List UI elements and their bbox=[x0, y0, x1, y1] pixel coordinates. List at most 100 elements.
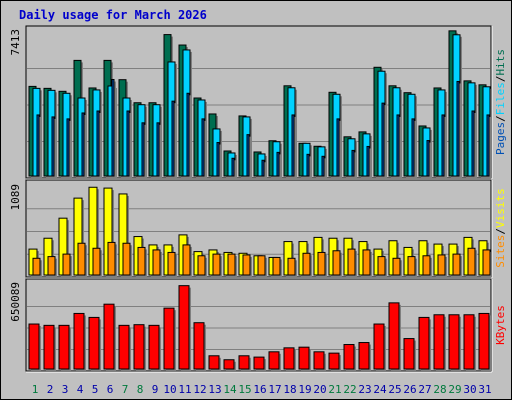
sites-bar bbox=[242, 254, 251, 276]
legend-separator: / bbox=[494, 115, 507, 122]
visits-sites-panel: 1089 bbox=[9, 179, 493, 279]
pages-bar-shadow bbox=[309, 156, 311, 178]
chart-title: Daily usage for March 2026 bbox=[19, 8, 207, 22]
day-label: 2 bbox=[47, 383, 54, 396]
day-label: 13 bbox=[208, 383, 221, 396]
pages-bar-shadow bbox=[249, 136, 251, 178]
day-label: 29 bbox=[448, 383, 461, 396]
pages-bar-shadow bbox=[369, 148, 371, 178]
sites-bar bbox=[122, 242, 131, 276]
sites-bar bbox=[227, 253, 236, 276]
kbytes-bar bbox=[313, 351, 325, 370]
day-label: 6 bbox=[107, 383, 114, 396]
kbytes-bar bbox=[418, 316, 430, 370]
sites-bar bbox=[287, 257, 296, 276]
sites-bar bbox=[302, 252, 311, 276]
day-label: 31 bbox=[478, 383, 491, 396]
pages-bar-shadow bbox=[474, 113, 476, 178]
pages-bar bbox=[51, 116, 55, 177]
sites-bar bbox=[212, 253, 221, 276]
pages-bar bbox=[351, 149, 355, 177]
kbytes-bar bbox=[238, 355, 250, 370]
kbytes-ymax-label: 650089 bbox=[9, 282, 22, 322]
sites-bar bbox=[272, 256, 281, 276]
pages-bar bbox=[486, 114, 490, 177]
pages-bar-shadow bbox=[339, 120, 341, 178]
sites-bar bbox=[77, 242, 86, 276]
pages-bar bbox=[291, 114, 295, 177]
kbytes-bar bbox=[103, 303, 115, 370]
pages-bar-shadow bbox=[219, 144, 221, 178]
pages-bar bbox=[261, 159, 265, 177]
kbytes-bar bbox=[343, 344, 355, 370]
pages-bar-shadow bbox=[39, 116, 41, 178]
sites-bar bbox=[317, 251, 326, 276]
day-label: 21 bbox=[328, 383, 341, 396]
day-label: 15 bbox=[238, 383, 251, 396]
kbytes-legend: KBytes bbox=[494, 305, 507, 345]
kbytes-panel: 650089 bbox=[9, 278, 493, 373]
pages-bar-shadow bbox=[279, 154, 281, 178]
pages-bar bbox=[171, 100, 175, 177]
day-label: 1 bbox=[32, 383, 39, 396]
pages-bar-shadow bbox=[129, 113, 131, 178]
day-label: 8 bbox=[137, 383, 144, 396]
pages-bar-shadow bbox=[84, 114, 86, 178]
pages-bar bbox=[111, 78, 115, 177]
pages-bar bbox=[81, 112, 85, 177]
hits-files-pages-legend: Pages/Files/Hits bbox=[494, 49, 507, 155]
legend-visits: Visits bbox=[494, 188, 507, 228]
pages-bar-shadow bbox=[54, 118, 56, 178]
pages-bar bbox=[366, 145, 370, 177]
day-label: 16 bbox=[253, 383, 266, 396]
day-label: 24 bbox=[373, 383, 387, 396]
kbytes-bar bbox=[433, 314, 445, 370]
pages-bar bbox=[186, 92, 190, 177]
pages-bar-shadow bbox=[354, 152, 356, 178]
kbytes-bar bbox=[358, 342, 370, 370]
kbytes-bar bbox=[253, 356, 265, 370]
pages-bar-shadow bbox=[324, 158, 326, 178]
day-label: 23 bbox=[358, 383, 371, 396]
pages-bar bbox=[231, 157, 235, 177]
kbytes-bar bbox=[88, 316, 100, 370]
legend-sites: Sites bbox=[494, 235, 507, 268]
legend-hits: Hits bbox=[494, 49, 507, 76]
day-label: 28 bbox=[433, 383, 446, 396]
kbytes-bar bbox=[58, 324, 70, 370]
day-label: 11 bbox=[178, 383, 191, 396]
kbytes-bar bbox=[43, 324, 55, 370]
kbytes-bar bbox=[133, 324, 145, 370]
kbytes-bar bbox=[28, 323, 40, 370]
visits-sites-ymax-label: 1089 bbox=[9, 184, 22, 211]
pages-bar-shadow bbox=[234, 160, 236, 178]
pages-bar-shadow bbox=[414, 120, 416, 178]
hits-files-pages-ymax-label: 7413 bbox=[9, 29, 22, 56]
sites-bar bbox=[332, 250, 341, 276]
sites-bar bbox=[407, 256, 416, 276]
kbytes-bar bbox=[388, 302, 400, 370]
pages-bar-shadow bbox=[459, 83, 461, 178]
sites-bar bbox=[452, 253, 461, 276]
pages-bar-shadow bbox=[294, 116, 296, 178]
pages-bar bbox=[381, 102, 385, 177]
day-label: 10 bbox=[163, 383, 176, 396]
sites-bar bbox=[482, 249, 491, 276]
pages-bar-shadow bbox=[99, 113, 101, 178]
pages-bar bbox=[396, 114, 400, 177]
day-label: 19 bbox=[298, 383, 311, 396]
sites-bar bbox=[197, 255, 206, 276]
kbytes-bar bbox=[223, 359, 235, 370]
pages-bar bbox=[216, 142, 220, 177]
pages-bar bbox=[276, 151, 280, 177]
pages-bar bbox=[336, 118, 340, 177]
sites-bar bbox=[377, 256, 386, 276]
kbytes-bar bbox=[208, 355, 220, 370]
legend-files: Files bbox=[494, 82, 507, 115]
pages-bar bbox=[456, 80, 460, 177]
kbytes-bar bbox=[118, 324, 130, 370]
day-label: 3 bbox=[62, 383, 69, 396]
kbytes-bar bbox=[478, 312, 490, 370]
sites-bar bbox=[422, 255, 431, 276]
kbytes-bar bbox=[463, 314, 475, 370]
